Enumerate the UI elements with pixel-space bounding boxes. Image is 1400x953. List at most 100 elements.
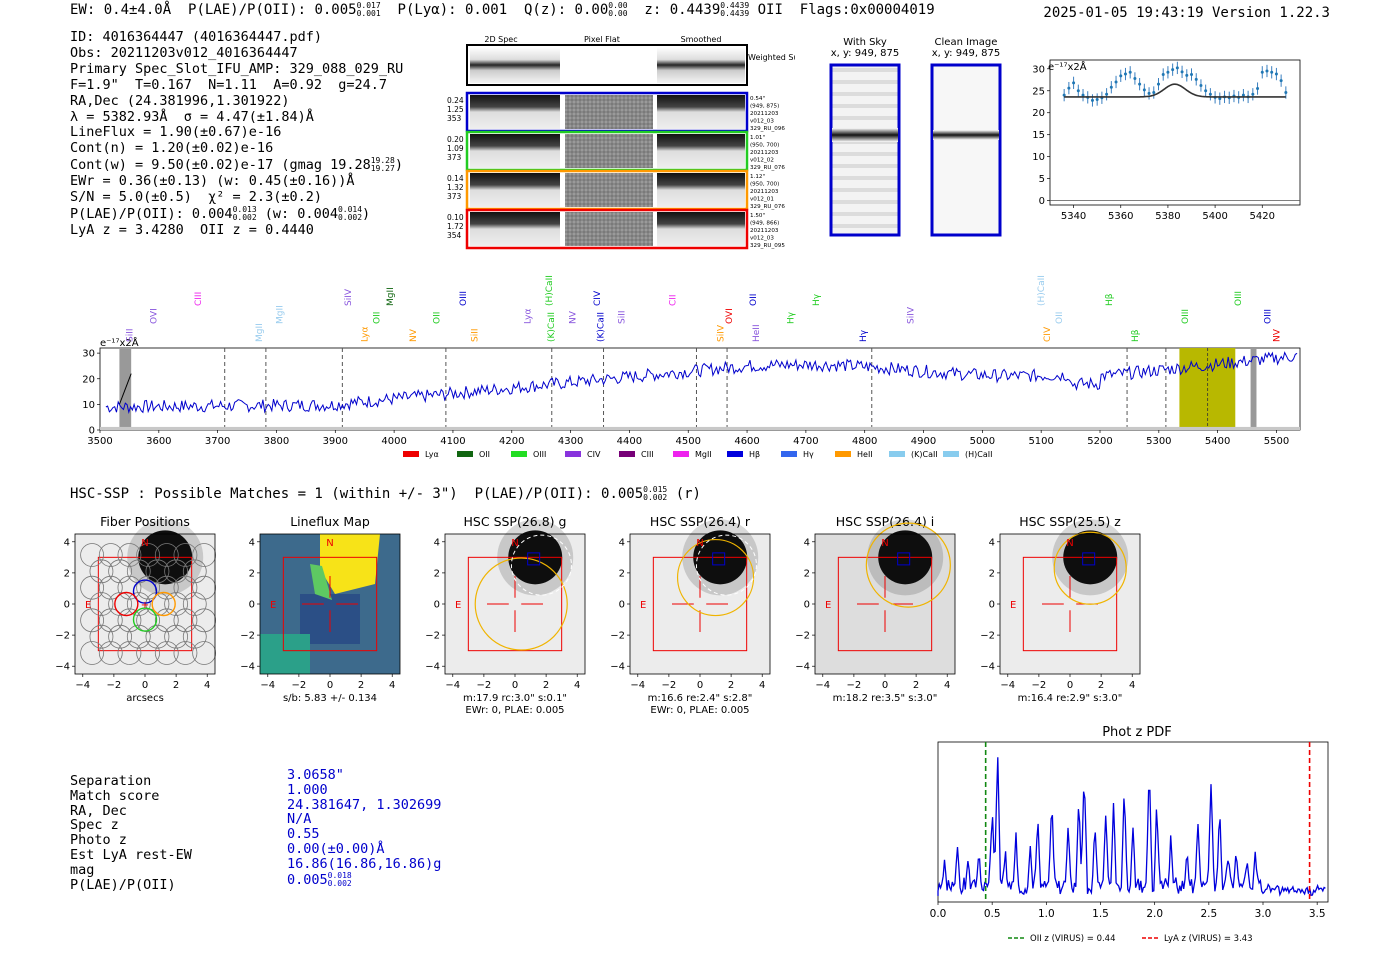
line-id-label: (K)CaII [597, 312, 607, 342]
key-separation: Separation [70, 773, 152, 789]
zoom-point [1062, 93, 1066, 97]
pixelflat-cell [565, 212, 653, 246]
zoom-point [1105, 92, 1109, 96]
fiber-circle [154, 641, 179, 665]
zoom-xtick: 5340 [1061, 211, 1086, 222]
search-box [652, 556, 748, 652]
spec2d-row-stat: 373 [447, 192, 462, 201]
full-spec-xtick: 4300 [558, 436, 583, 447]
col-label-smoothed: Smoothed [681, 35, 722, 44]
line-id-label: Hβ [1105, 293, 1115, 306]
panel-title: HSC SSP(26.4) r [650, 514, 751, 529]
fiber-circle [117, 543, 142, 567]
detection-info: ID: 4016364447 (4016364447.pdf) Obs: 202… [70, 29, 404, 239]
spec2d-row-meta: 20211203 [750, 189, 779, 195]
legend-oii-label: OII z (VIRUS) = 0.44 [1030, 934, 1116, 944]
line-fit-chart: e⁻¹⁷x2Å 5340 5360 5380 5400 5420 0 5 10 15 20 25 30 [1032, 59, 1301, 222]
col-label-pixelflat: Pixel Flat [584, 35, 620, 44]
plya-value: P(Lyα): 0.001 [397, 2, 508, 18]
photz-xtick: 1.0 [1038, 908, 1055, 920]
catalog-match-box [1082, 552, 1096, 566]
line-id-label: OIII [1181, 309, 1191, 324]
cutout-ytick: −4 [240, 662, 255, 673]
full-spec-xtick: 4100 [440, 436, 465, 447]
hsc-summary: HSC-SSP : Possible Matches = 1 (within +… [70, 485, 701, 503]
cutout-xtick: 2 [913, 680, 919, 691]
val-score: 1.000 [287, 781, 328, 798]
cutout-panel: HSC SSP(25.5) z N E −4 −4 −2 −2 0 0 2 2 4 4 m:16.4 re… [980, 514, 1141, 704]
photz-title: Phot z PDF [1102, 725, 1172, 740]
smoothed-cell [657, 95, 745, 129]
cutout-ytick: −2 [425, 631, 440, 642]
pixelflat-cell [565, 95, 653, 129]
line-id-label: OIII [459, 291, 469, 306]
line-id-label: OII [432, 312, 442, 324]
line-id-label: NV [568, 310, 578, 324]
key-ew: Est LyA rest-EW [70, 846, 192, 863]
zoom-point [1194, 77, 1198, 81]
spec2d-row-stat: 354 [447, 231, 462, 240]
fiber-circle [117, 608, 142, 633]
legend-label: CIV [587, 450, 601, 459]
with-sky-image [829, 63, 901, 237]
spec2d-row-meta: 1.50" [750, 213, 765, 219]
full-spec-frame [99, 347, 1301, 431]
legend-swatch [403, 451, 419, 457]
legend-label: Hβ [749, 450, 760, 459]
cutout-panel: HSC SSP(26.4) r N E −4 −4 −2 −2 0 0 2 2 4 4 m:16.6 re… [610, 514, 771, 716]
line-id-label: Hγ [787, 311, 797, 324]
line-id-label: SiII [125, 328, 135, 342]
fiber-circle [145, 559, 170, 584]
panel-title: Fiber Positions [100, 514, 190, 529]
cutout-ytick: −4 [795, 662, 810, 673]
line-id-label: Hβ [1131, 329, 1141, 342]
cutout-panel: Lineflux Map N E −4 −4 −2 −2 0 0 2 2 4 4 s/b: 5.83 +/… [240, 514, 401, 704]
line-id-label: SiIV [907, 306, 917, 324]
pixelflat-cell [565, 173, 653, 207]
zoom-point [1067, 86, 1071, 90]
north-label: N [511, 538, 518, 549]
full-spec-xtick: 3800 [264, 436, 289, 447]
zoom-xtick: 5400 [1202, 211, 1227, 222]
fiber-circle [136, 575, 161, 600]
fiber-circle [173, 575, 198, 600]
selected-fiber [151, 591, 176, 617]
legend-swatch [781, 451, 797, 457]
cutout-ytick: 0 [619, 600, 625, 611]
selected-fiber [132, 579, 158, 604]
fiber-circle [108, 559, 133, 584]
fiber-circle [80, 608, 105, 633]
smoothed-cell [657, 212, 745, 246]
north-label: N [696, 538, 703, 549]
fiber-circle [98, 641, 123, 665]
key-plae: P(LAE)/P(OII) [70, 876, 176, 893]
legend-label: (H)CaII [965, 450, 992, 459]
zoom-ytick: 25 [1032, 86, 1045, 97]
full-spec-xtick: 4700 [793, 436, 818, 447]
photz-xtick: 2.5 [1200, 908, 1217, 920]
full-spec-xtick: 4800 [852, 436, 877, 447]
north-label: N [1066, 538, 1073, 549]
zoom-point [1166, 70, 1170, 74]
weighted-sum-smoothed [657, 47, 745, 83]
cutout-ytick: 2 [619, 568, 625, 579]
panel-caption: s/b: 5.83 +/- 0.134 [283, 693, 377, 704]
legend-swatch [619, 451, 635, 457]
key-photoz: Photo z [70, 832, 127, 849]
photz-xtick: 3.0 [1255, 908, 1272, 920]
cutout-xtick: 0 [512, 680, 518, 691]
cutout-ytick: −2 [240, 631, 255, 642]
full-spec-xtick: 4600 [734, 436, 759, 447]
legend-label: OIII [533, 450, 546, 459]
full-spec-xtick: 5200 [1087, 436, 1112, 447]
line-id-label: Lyα [361, 326, 371, 342]
spec2d-row-meta: 0.54" [750, 96, 765, 102]
info-primary: Primary Spec_Slot_IFU_AMP: 329_088_029_R… [70, 60, 404, 77]
cutout-ytick: −4 [55, 662, 70, 673]
zoom-point [1208, 92, 1212, 96]
fiber-circle [154, 543, 179, 567]
clean-image [930, 63, 1002, 237]
z-value: z: 0.4439 [644, 2, 721, 18]
line-id-label: OII [1055, 312, 1065, 324]
error-band [100, 426, 1300, 430]
